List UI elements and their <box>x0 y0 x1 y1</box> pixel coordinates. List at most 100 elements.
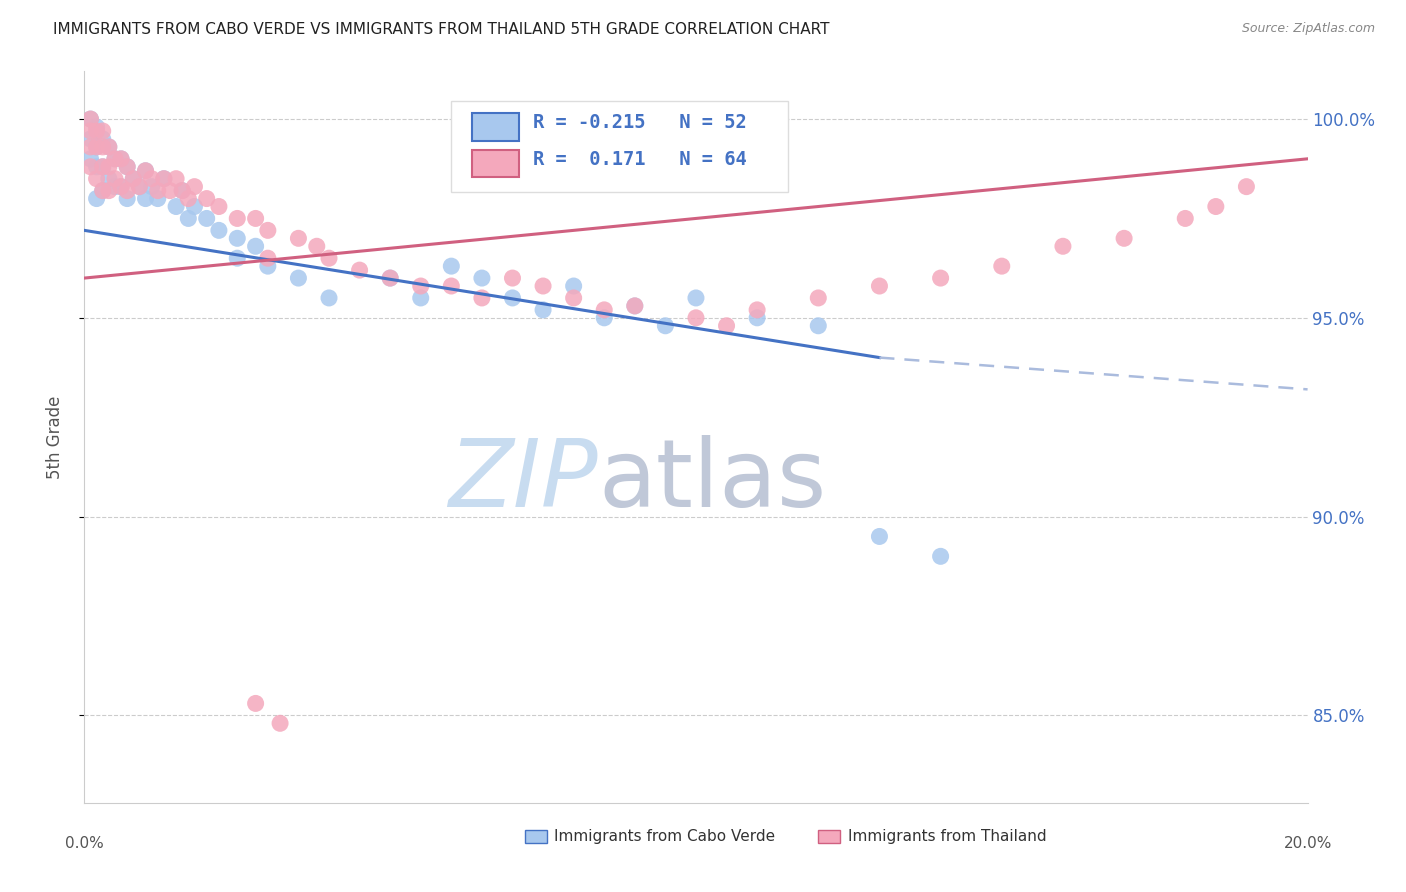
Point <box>226 211 249 226</box>
Point <box>531 279 554 293</box>
Point <box>165 171 187 186</box>
Point <box>141 171 163 186</box>
Point <box>1052 239 1074 253</box>
Point <box>287 271 309 285</box>
Point <box>624 299 647 313</box>
Point <box>380 271 402 285</box>
Point <box>747 310 769 325</box>
Point <box>79 152 101 166</box>
Point <box>318 291 340 305</box>
Point <box>929 271 952 285</box>
Point <box>79 140 101 154</box>
Point <box>115 184 138 198</box>
Point <box>269 716 291 731</box>
Point <box>305 239 328 253</box>
Point <box>929 549 952 564</box>
Point <box>91 132 114 146</box>
Point <box>165 200 187 214</box>
Point <box>869 529 891 543</box>
Bar <box>818 830 841 843</box>
Text: 20.0%: 20.0% <box>1284 836 1331 851</box>
Point <box>79 160 101 174</box>
Point <box>409 291 432 305</box>
Text: R =  0.171   N = 64: R = 0.171 N = 64 <box>533 150 747 169</box>
Text: R = -0.215   N = 52: R = -0.215 N = 52 <box>533 113 747 132</box>
Point <box>807 291 830 305</box>
Point <box>79 124 101 138</box>
Point <box>1236 179 1258 194</box>
Point <box>91 160 114 174</box>
Point <box>869 279 891 293</box>
Point <box>716 318 738 333</box>
Point <box>110 152 132 166</box>
Point <box>104 152 127 166</box>
Point <box>86 171 108 186</box>
Point <box>86 160 108 174</box>
Bar <box>472 150 519 178</box>
Point <box>257 223 280 237</box>
Y-axis label: 5th Grade: 5th Grade <box>45 395 63 479</box>
Point <box>122 171 145 186</box>
Point <box>104 171 127 186</box>
Point <box>183 179 205 194</box>
Point <box>208 200 231 214</box>
Point <box>257 259 280 273</box>
Point <box>471 271 494 285</box>
Point <box>110 179 132 194</box>
Point <box>79 112 101 126</box>
Point <box>115 160 138 174</box>
Point <box>79 112 101 126</box>
Bar <box>472 113 519 141</box>
Point <box>409 279 432 293</box>
Point <box>991 259 1014 273</box>
Point <box>1114 231 1136 245</box>
Point <box>440 279 463 293</box>
Point <box>208 223 231 237</box>
Point <box>128 179 150 194</box>
Point <box>135 163 157 178</box>
Point <box>159 184 181 198</box>
Point <box>287 231 309 245</box>
Point <box>153 171 176 186</box>
Bar <box>524 830 547 843</box>
Point <box>654 318 676 333</box>
Point <box>807 318 830 333</box>
Point <box>624 299 647 313</box>
Point <box>110 179 132 194</box>
Point <box>79 132 101 146</box>
Point <box>86 124 108 138</box>
Point <box>86 140 108 154</box>
Point <box>685 291 707 305</box>
Point <box>172 184 194 198</box>
Text: IMMIGRANTS FROM CABO VERDE VS IMMIGRANTS FROM THAILAND 5TH GRADE CORRELATION CHA: IMMIGRANTS FROM CABO VERDE VS IMMIGRANTS… <box>53 22 830 37</box>
Point <box>104 179 127 194</box>
Text: Immigrants from Cabo Verde: Immigrants from Cabo Verde <box>554 829 775 844</box>
Point <box>91 184 114 198</box>
Point <box>245 211 267 226</box>
Text: Immigrants from Thailand: Immigrants from Thailand <box>848 829 1046 844</box>
Point <box>86 192 108 206</box>
Point <box>97 140 120 154</box>
Point <box>91 184 114 198</box>
Point <box>128 179 150 194</box>
Point <box>104 152 127 166</box>
Point <box>97 184 120 198</box>
Point <box>86 140 108 154</box>
Point <box>593 310 616 325</box>
Point <box>380 271 402 285</box>
Point <box>115 192 138 206</box>
Point <box>685 310 707 325</box>
Point <box>97 140 120 154</box>
Text: 0.0%: 0.0% <box>65 836 104 851</box>
Point <box>135 192 157 206</box>
Text: atlas: atlas <box>598 435 827 527</box>
Point <box>562 279 585 293</box>
Point <box>531 302 554 317</box>
Point <box>97 171 120 186</box>
Point <box>349 263 371 277</box>
Point <box>747 302 769 317</box>
Point <box>177 211 200 226</box>
Point <box>471 291 494 305</box>
Point <box>146 184 169 198</box>
Point <box>91 124 114 138</box>
